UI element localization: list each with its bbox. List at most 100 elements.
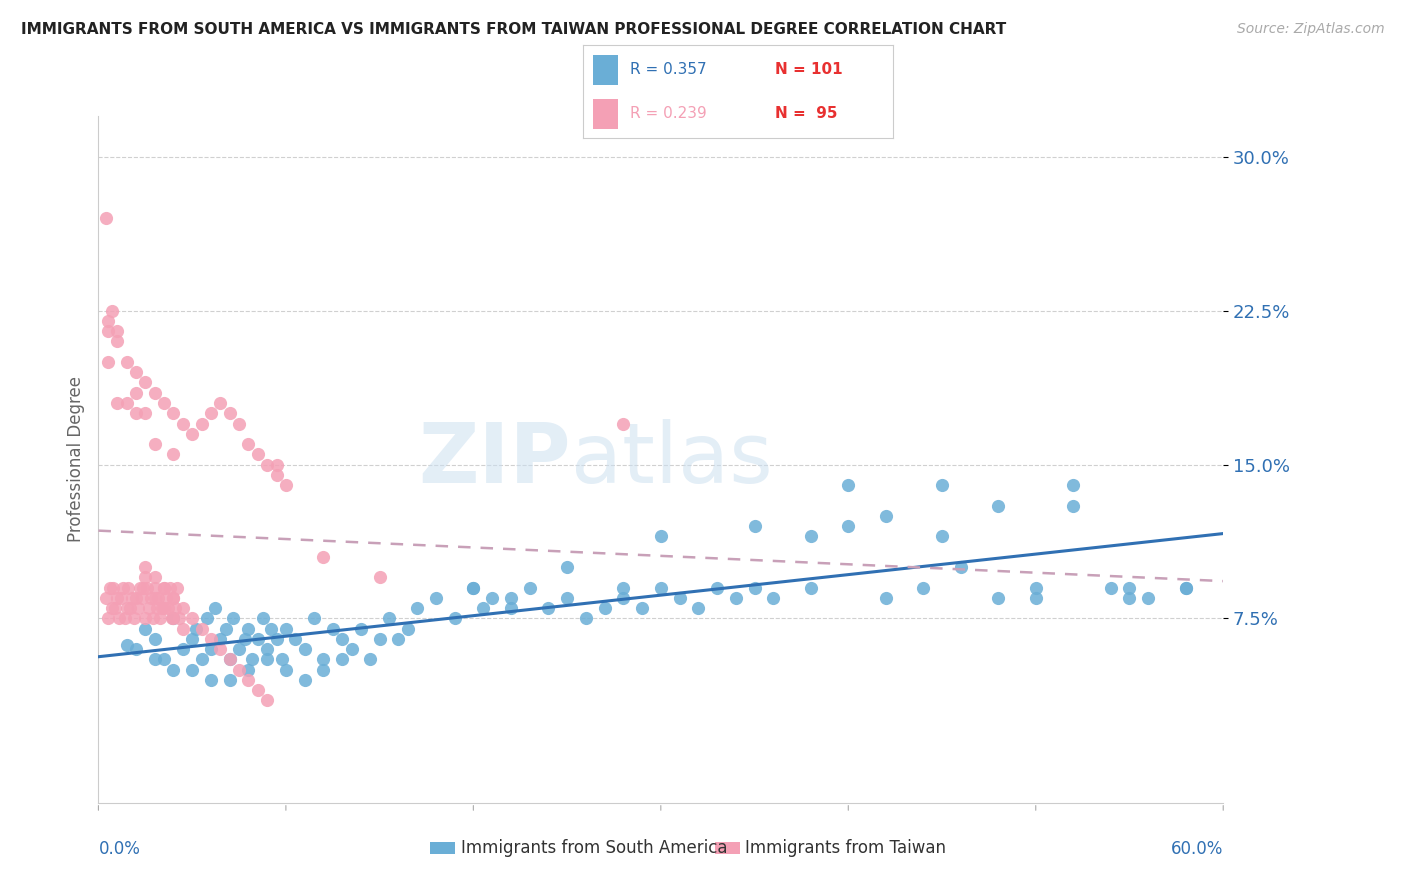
- Point: [94, 591, 117, 605]
- Text: Immigrants from Taiwan: Immigrants from Taiwan: [745, 839, 946, 857]
- Point: [97, 611, 120, 625]
- Point: [149, 611, 172, 625]
- Point: [181, 663, 204, 677]
- Point: [499, 591, 522, 605]
- Point: [1174, 581, 1197, 595]
- Point: [105, 591, 128, 605]
- Point: [97, 324, 120, 338]
- Point: [153, 581, 176, 595]
- Point: [368, 632, 391, 646]
- Point: [115, 601, 138, 615]
- Point: [94, 211, 117, 226]
- Point: [125, 642, 148, 657]
- Point: [100, 601, 122, 615]
- Point: [156, 601, 179, 615]
- Point: [340, 642, 363, 657]
- Point: [150, 601, 173, 615]
- Point: [190, 417, 212, 431]
- Point: [744, 519, 766, 533]
- Point: [378, 611, 401, 625]
- Point: [153, 396, 176, 410]
- Point: [837, 519, 859, 533]
- Point: [153, 601, 176, 615]
- Point: [134, 570, 156, 584]
- Point: [350, 622, 373, 636]
- Point: [172, 642, 194, 657]
- Point: [724, 591, 747, 605]
- Point: [167, 611, 190, 625]
- Point: [125, 365, 148, 379]
- Point: [115, 638, 138, 652]
- Point: [650, 529, 672, 543]
- Point: [228, 642, 250, 657]
- Text: 60.0%: 60.0%: [1171, 839, 1223, 858]
- Point: [195, 611, 218, 625]
- Point: [987, 499, 1010, 513]
- Point: [246, 683, 269, 698]
- Text: Immigrants from South America: Immigrants from South America: [461, 839, 727, 857]
- Point: [115, 396, 138, 410]
- Point: [875, 591, 897, 605]
- Point: [125, 406, 148, 420]
- Point: [330, 652, 353, 666]
- Point: [931, 529, 953, 543]
- Point: [931, 478, 953, 492]
- Point: [1174, 581, 1197, 595]
- Point: [650, 581, 672, 595]
- Point: [218, 673, 240, 687]
- Point: [744, 581, 766, 595]
- Point: [160, 611, 183, 625]
- Point: [159, 581, 181, 595]
- Text: IMMIGRANTS FROM SOUTH AMERICA VS IMMIGRANTS FROM TAIWAN PROFESSIONAL DEGREE CORR: IMMIGRANTS FROM SOUTH AMERICA VS IMMIGRA…: [21, 22, 1007, 37]
- Point: [120, 601, 142, 615]
- Point: [668, 591, 690, 605]
- Point: [612, 581, 634, 595]
- Point: [256, 458, 278, 472]
- Point: [162, 591, 184, 605]
- Point: [172, 417, 194, 431]
- Point: [256, 642, 278, 657]
- Text: R = 0.239: R = 0.239: [630, 106, 707, 121]
- Point: [200, 406, 222, 420]
- Point: [117, 581, 139, 595]
- Point: [139, 591, 162, 605]
- Point: [143, 581, 166, 595]
- Point: [912, 581, 935, 595]
- Point: [105, 396, 128, 410]
- Text: N = 101: N = 101: [775, 62, 842, 78]
- Point: [143, 437, 166, 451]
- Point: [153, 652, 176, 666]
- Text: ZIP: ZIP: [419, 419, 571, 500]
- Point: [463, 581, 485, 595]
- Point: [134, 406, 156, 420]
- Point: [762, 591, 785, 605]
- Point: [134, 560, 156, 574]
- Point: [425, 591, 447, 605]
- Point: [266, 632, 288, 646]
- Point: [132, 581, 155, 595]
- Point: [162, 611, 184, 625]
- Point: [98, 581, 121, 595]
- Point: [131, 591, 153, 605]
- Point: [238, 437, 260, 451]
- Point: [143, 385, 166, 400]
- Point: [218, 652, 240, 666]
- Point: [256, 693, 278, 707]
- Point: [266, 458, 288, 472]
- Point: [233, 632, 256, 646]
- Point: [104, 601, 127, 615]
- Point: [519, 581, 541, 595]
- Point: [200, 642, 222, 657]
- Point: [184, 622, 207, 636]
- Point: [312, 652, 335, 666]
- Point: [103, 581, 125, 595]
- Point: [128, 581, 150, 595]
- Point: [115, 355, 138, 369]
- Point: [555, 591, 578, 605]
- Point: [949, 560, 972, 574]
- Point: [274, 663, 297, 677]
- Point: [148, 591, 170, 605]
- Point: [396, 622, 419, 636]
- Point: [111, 581, 134, 595]
- Point: [481, 591, 503, 605]
